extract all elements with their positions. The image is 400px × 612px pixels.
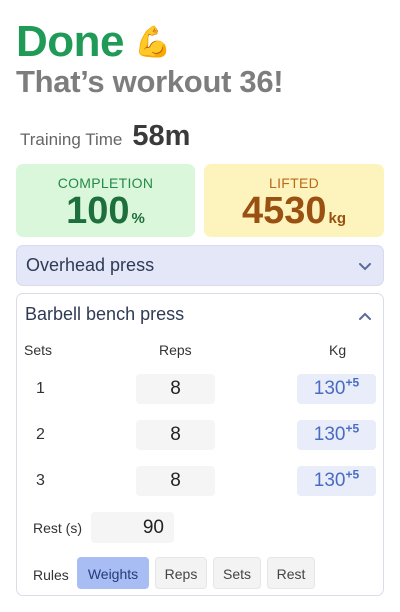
exercise-header[interactable]: Barbell bench press: [25, 304, 371, 325]
rule-reps-button[interactable]: Reps: [155, 557, 207, 589]
rules-label: Rules: [33, 567, 69, 583]
workout-done-title: Done 💪: [16, 14, 171, 70]
weight-value: 130: [313, 470, 346, 491]
completion-caption: COMPLETION: [57, 175, 154, 191]
weight-increment: +5: [345, 421, 360, 436]
lifted-unit: kg: [328, 210, 347, 227]
reps-input[interactable]: 8: [136, 374, 215, 404]
weight-input[interactable]: 130+5: [297, 374, 376, 404]
set-number: 2: [36, 426, 45, 443]
set-number: 1: [36, 380, 45, 397]
completion-unit: %: [131, 210, 145, 227]
weight-value: 130: [313, 424, 346, 445]
lifted-card: LIFTED 4530 kg: [204, 164, 384, 237]
sets-column-header: Sets: [24, 342, 53, 358]
lifted-caption: LIFTED: [268, 175, 320, 191]
reps-input[interactable]: 8: [136, 466, 215, 496]
completion-value: 100%: [16, 191, 195, 239]
exercise-name: Barbell bench press: [25, 304, 185, 324]
workout-subtitle: That’s workout 36!: [16, 64, 284, 99]
weight-increment: +5: [345, 467, 360, 482]
exercise-bench-press-panel: Barbell bench press Sets Reps Kg 1 8 130…: [16, 293, 384, 596]
completion-number: 100: [66, 190, 130, 232]
weight-value: 130: [313, 378, 346, 399]
rule-sets-button[interactable]: Sets: [213, 557, 261, 589]
rest-input[interactable]: 90: [91, 512, 174, 543]
training-time: Training Time 58m: [20, 120, 190, 153]
lifted-number: 4530: [241, 190, 327, 232]
reps-input[interactable]: 8: [136, 420, 215, 450]
weight-increment: +5: [345, 375, 360, 390]
rest-label: Rest (s): [33, 520, 82, 536]
flexed-biceps-icon: 💪: [134, 25, 172, 59]
weight-input[interactable]: 130+5: [297, 466, 376, 496]
exercise-overhead-press[interactable]: Overhead press: [16, 245, 384, 286]
weight-input[interactable]: 130+5: [297, 420, 376, 450]
kg-column-header: Kg: [329, 342, 347, 358]
set-number: 3: [36, 472, 45, 489]
rule-weights-button[interactable]: Weights: [77, 557, 149, 589]
done-heading: Done: [16, 17, 125, 66]
exercise-name: Overhead press: [26, 255, 155, 275]
chevron-up-icon[interactable]: [359, 307, 371, 323]
rule-rest-button[interactable]: Rest: [267, 557, 315, 589]
training-time-label: Training Time: [20, 130, 123, 149]
training-time-value: 58m: [132, 120, 191, 152]
chevron-down-icon[interactable]: [359, 258, 371, 274]
reps-column-header: Reps: [159, 342, 192, 358]
completion-card: COMPLETION 100%: [16, 164, 195, 237]
lifted-value: 4530 kg: [204, 191, 384, 239]
